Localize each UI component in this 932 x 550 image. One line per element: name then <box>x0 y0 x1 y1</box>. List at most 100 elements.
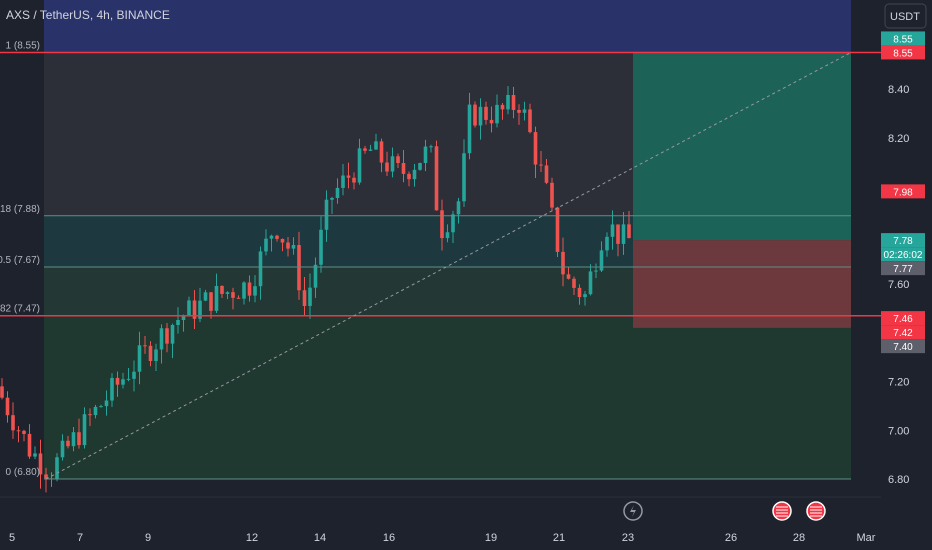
fib-level-label: 0 (6.80) <box>6 467 40 478</box>
candle-body <box>121 379 125 385</box>
candle-body <box>478 106 483 126</box>
candle-body <box>451 214 455 233</box>
candle-body <box>616 224 620 244</box>
candle-body <box>0 386 4 398</box>
us-flag-icon[interactable] <box>806 501 826 521</box>
candle-body <box>192 300 197 319</box>
candlestick-series <box>0 86 631 493</box>
candle-body <box>561 251 565 275</box>
candle-body <box>247 282 252 296</box>
time-axis-tick: 5 <box>9 532 15 544</box>
us-flag-icon-circle <box>806 501 826 521</box>
candle-body <box>352 177 356 183</box>
candle-body <box>335 187 340 198</box>
candle-body <box>544 165 549 183</box>
price-tag: 8.55 <box>893 34 913 45</box>
candle-body <box>269 235 274 239</box>
candle-body <box>390 156 395 172</box>
candle-body <box>16 430 21 432</box>
candle-body <box>154 349 158 362</box>
candle-body <box>621 224 626 244</box>
candle-body <box>423 146 428 164</box>
time-axis: 5 7 9 12 14 16 19 21 23 26 28 Mar <box>0 496 881 544</box>
candle-body <box>110 377 114 401</box>
price-tag: 7.40 <box>893 342 913 353</box>
time-axis-tick: 28 <box>793 532 805 544</box>
price-tags: 8.55 8.55 7.98 7.78 02:26:02 7.77 7.46 7.42 7.40 <box>881 31 925 354</box>
price-tag-bg <box>881 325 925 340</box>
fib-trend-line <box>45 51 852 480</box>
candle-body <box>385 162 389 172</box>
candle-body <box>462 153 466 202</box>
currency-label: USDT <box>890 11 920 23</box>
candle-body <box>627 224 631 239</box>
candle-body <box>209 292 213 311</box>
candle-body <box>308 287 312 306</box>
currency-button[interactable]: USDT <box>884 3 927 29</box>
candle-body <box>357 148 362 183</box>
candle-body <box>181 316 186 321</box>
price-axis-tick: 8.40 <box>888 84 909 96</box>
price-axis-tick: 6.80 <box>888 474 909 486</box>
candle-body <box>539 164 543 166</box>
candle-body <box>280 238 285 243</box>
candle-body <box>572 278 576 288</box>
candle-body <box>148 345 153 362</box>
fib-level-label: 1 (8.55) <box>6 40 40 51</box>
candle-body <box>187 300 191 317</box>
time-axis-tick: 26 <box>725 532 737 544</box>
time-axis-tick: 21 <box>553 532 565 544</box>
candle-body <box>528 109 532 133</box>
candle-body <box>220 285 224 294</box>
event-icons <box>623 501 826 521</box>
profit-zone <box>633 52 851 241</box>
fib-lines: 1 (8.55) 618 (7.88) 0.5 (7.67) 382 (7.47) 0 … <box>0 40 881 480</box>
candle-body <box>93 406 98 416</box>
time-axis-tick: 19 <box>485 532 497 544</box>
candle-body <box>330 197 334 200</box>
long-position-tool <box>633 52 851 328</box>
candle-body <box>44 474 48 479</box>
candle-body <box>341 175 345 188</box>
candle-body <box>434 146 439 211</box>
time-axis-tick: 12 <box>246 532 258 544</box>
price-tag-bg <box>881 247 925 262</box>
symbol-title[interactable]: AXS / TetherUS, 4h, BINANCE <box>6 8 170 22</box>
price-tag-bg <box>881 45 925 60</box>
candle-body <box>429 146 433 148</box>
price-tag: 7.98 <box>893 187 913 198</box>
candle-body <box>214 285 219 311</box>
us-flag-icon[interactable] <box>772 501 792 521</box>
candle-body <box>484 106 488 120</box>
candle-body <box>440 210 444 239</box>
candle-body <box>297 245 301 291</box>
candle-body <box>60 440 65 458</box>
price-axis-tick: 7.20 <box>888 377 909 389</box>
candle-body <box>126 378 131 380</box>
candle-body <box>55 457 59 479</box>
candle-body <box>33 453 37 457</box>
candle-body <box>500 104 505 110</box>
candle-body <box>104 400 109 407</box>
candle-body <box>506 94 510 110</box>
candle-body <box>88 414 92 416</box>
candle-body <box>522 109 527 113</box>
candle-body <box>495 104 499 124</box>
time-axis-tick: 7 <box>77 532 83 544</box>
lightning-icon[interactable] <box>623 501 643 521</box>
fib-band <box>44 315 851 479</box>
price-tag-bg <box>881 233 925 248</box>
candle-body <box>588 271 593 295</box>
candle-body <box>550 182 554 208</box>
candle-body <box>346 175 351 178</box>
candle-body <box>27 433 32 457</box>
candle-body <box>71 432 76 447</box>
candle-body <box>445 232 450 239</box>
candle-body <box>566 274 571 279</box>
candle-body <box>396 156 400 164</box>
candle-body <box>203 292 208 301</box>
candle-body <box>533 132 538 165</box>
candle-body <box>22 430 26 434</box>
